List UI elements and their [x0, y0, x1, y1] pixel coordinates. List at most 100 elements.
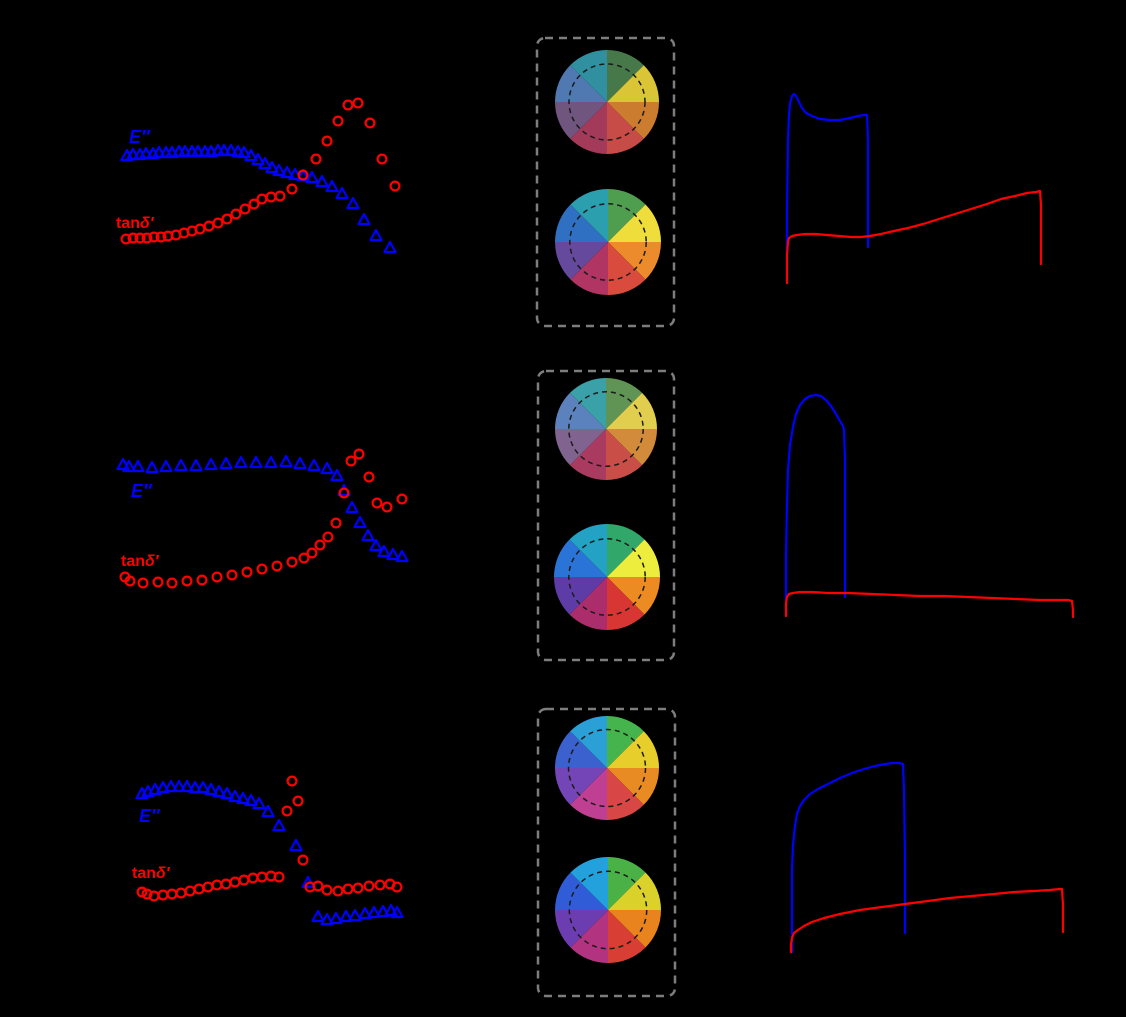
triangle-marker — [386, 547, 400, 561]
triangle-marker — [244, 793, 258, 807]
circle-marker — [374, 879, 386, 891]
triangle-marker — [122, 459, 136, 473]
circle-marker — [265, 191, 277, 203]
triangle-marker — [311, 909, 325, 923]
load-curves-row2-red-curve — [784, 590, 1075, 619]
circle-marker — [175, 887, 187, 899]
load-curves-row1-red-curve — [785, 189, 1043, 285]
circle-marker — [292, 795, 304, 807]
wheel-sector — [554, 102, 607, 139]
tan-delta-label: tanδ′ — [121, 553, 160, 570]
wheel-sector — [554, 731, 607, 768]
triangle-marker — [191, 144, 205, 158]
dashed-sample-box — [536, 707, 677, 998]
triangle-marker — [279, 454, 293, 468]
wheel-sector — [608, 872, 661, 910]
circle-marker — [256, 193, 268, 205]
color-wheel — [554, 715, 659, 821]
triangle-marker — [261, 804, 275, 818]
circle-marker — [220, 878, 232, 890]
wheel-sector — [606, 429, 658, 466]
triangle-marker — [330, 468, 344, 482]
circle-marker — [396, 493, 408, 505]
triangle-marker — [217, 143, 231, 157]
wheel-sector — [607, 731, 659, 768]
triangle-marker — [265, 160, 279, 174]
circle-marker — [352, 97, 364, 109]
circle-marker — [248, 198, 260, 210]
circle-marker — [166, 577, 178, 589]
wheel-sector — [606, 392, 658, 429]
triangle-marker — [188, 780, 202, 794]
triangle-marker — [395, 549, 409, 563]
circle-marker — [298, 552, 310, 564]
wheel-sector — [607, 65, 659, 102]
triangle-marker — [325, 179, 339, 193]
circle-marker — [202, 881, 214, 893]
circle-marker — [226, 569, 238, 581]
circle-marker — [376, 153, 388, 165]
wheel-sector — [569, 429, 606, 481]
dma-plot-row2-e-double-prime — [116, 454, 409, 563]
circle-marker — [211, 879, 223, 891]
triangle-marker — [152, 145, 166, 159]
wheel-sector — [569, 577, 607, 630]
wheel-sector — [608, 856, 646, 910]
triangle-marker — [376, 904, 390, 918]
triangle-marker — [390, 905, 404, 919]
wheel-inner-dashed-ring — [568, 538, 646, 616]
triangle-marker — [367, 905, 381, 919]
wheel-inner-dashed-ring — [567, 728, 647, 808]
circle-marker — [352, 882, 364, 894]
load-curves-row2-blue-curve — [784, 393, 847, 618]
triangle-marker — [369, 228, 383, 242]
dashed-sample-box — [535, 36, 676, 328]
circle-marker — [306, 547, 318, 559]
circle-marker — [184, 885, 196, 897]
circle-marker — [321, 884, 333, 896]
wheel-panel-row1 — [535, 36, 676, 328]
circle-marker — [330, 517, 342, 529]
circle-marker — [321, 135, 333, 147]
circle-marker — [181, 575, 193, 587]
color-wheel — [554, 49, 659, 155]
circle-marker — [211, 571, 223, 583]
wheel-sector — [554, 392, 606, 429]
wheel-sector — [570, 910, 608, 963]
wheel-sector — [607, 539, 660, 577]
wheel-inner-dashed-ring — [568, 63, 646, 141]
wheel-sector — [570, 242, 608, 296]
dma-plot-row1: E″ tanδ′ — [116, 97, 401, 254]
triangle-marker — [220, 786, 234, 800]
triangle-marker — [234, 455, 248, 469]
red-curve — [784, 590, 1075, 619]
triangle-marker — [357, 212, 371, 226]
circle-marker — [271, 560, 283, 572]
triangle-marker — [212, 784, 226, 798]
wheel-sector — [570, 102, 607, 155]
circle-marker — [338, 487, 350, 499]
dma-plot-row3: E″ tanδ′ — [132, 775, 404, 926]
wheel-sector — [608, 188, 646, 242]
circle-marker — [286, 775, 298, 787]
wheel-inner-dashed-ring — [569, 203, 647, 281]
circle-marker — [256, 871, 268, 883]
triangle-marker — [335, 186, 349, 200]
wheel-sector — [607, 715, 644, 768]
red-curve — [785, 189, 1043, 285]
triangle-marker — [131, 459, 145, 473]
circle-marker — [297, 169, 309, 181]
wheel-sector — [570, 768, 607, 820]
circle-marker — [332, 885, 344, 897]
triangle-marker — [145, 460, 159, 474]
circle-marker — [312, 880, 324, 892]
color-wheel — [553, 524, 660, 631]
circle-marker — [342, 883, 354, 895]
e-double-prime-label: E″ — [131, 481, 153, 501]
wheel-sector — [608, 242, 646, 296]
triangle-marker — [348, 908, 362, 922]
circle-marker — [141, 232, 153, 244]
tan-delta-label: tanδ′ — [116, 215, 155, 232]
